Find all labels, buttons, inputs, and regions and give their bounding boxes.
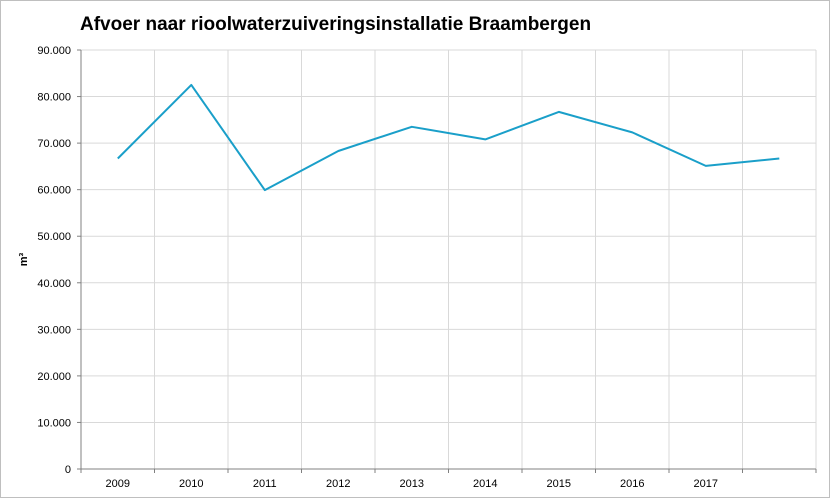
- x-tick-label: 2016: [620, 478, 644, 490]
- y-tick-label: 80.000: [37, 92, 71, 104]
- y-tick-label: 40.000: [37, 278, 71, 290]
- y-tick-label: 90.000: [37, 45, 71, 57]
- x-tick-label: 2015: [547, 478, 571, 490]
- x-tick-label: 2012: [326, 478, 350, 490]
- y-tick-label: 50.000: [37, 231, 71, 243]
- y-tick-label: 0: [65, 464, 71, 476]
- x-tick-label: 2017: [694, 478, 718, 490]
- y-axis-label: m³: [18, 252, 30, 266]
- y-tick-label: 20.000: [37, 371, 71, 383]
- y-tick-label: 70.000: [37, 138, 71, 150]
- x-tick-label: 2011: [253, 478, 277, 490]
- y-tick-label: 30.000: [37, 324, 71, 336]
- y-tick-label: 10.000: [37, 417, 71, 429]
- x-tick-label: 2014: [473, 478, 497, 490]
- x-tick-label: 2010: [179, 478, 203, 490]
- x-tick-label: 2009: [106, 478, 130, 490]
- series-line: [117, 83, 780, 192]
- y-tick-label: 60.000: [37, 185, 71, 197]
- x-tick-label: 2013: [400, 478, 424, 490]
- chart-title: Afvoer naar rioolwaterzuiveringsinstalla…: [80, 14, 592, 35]
